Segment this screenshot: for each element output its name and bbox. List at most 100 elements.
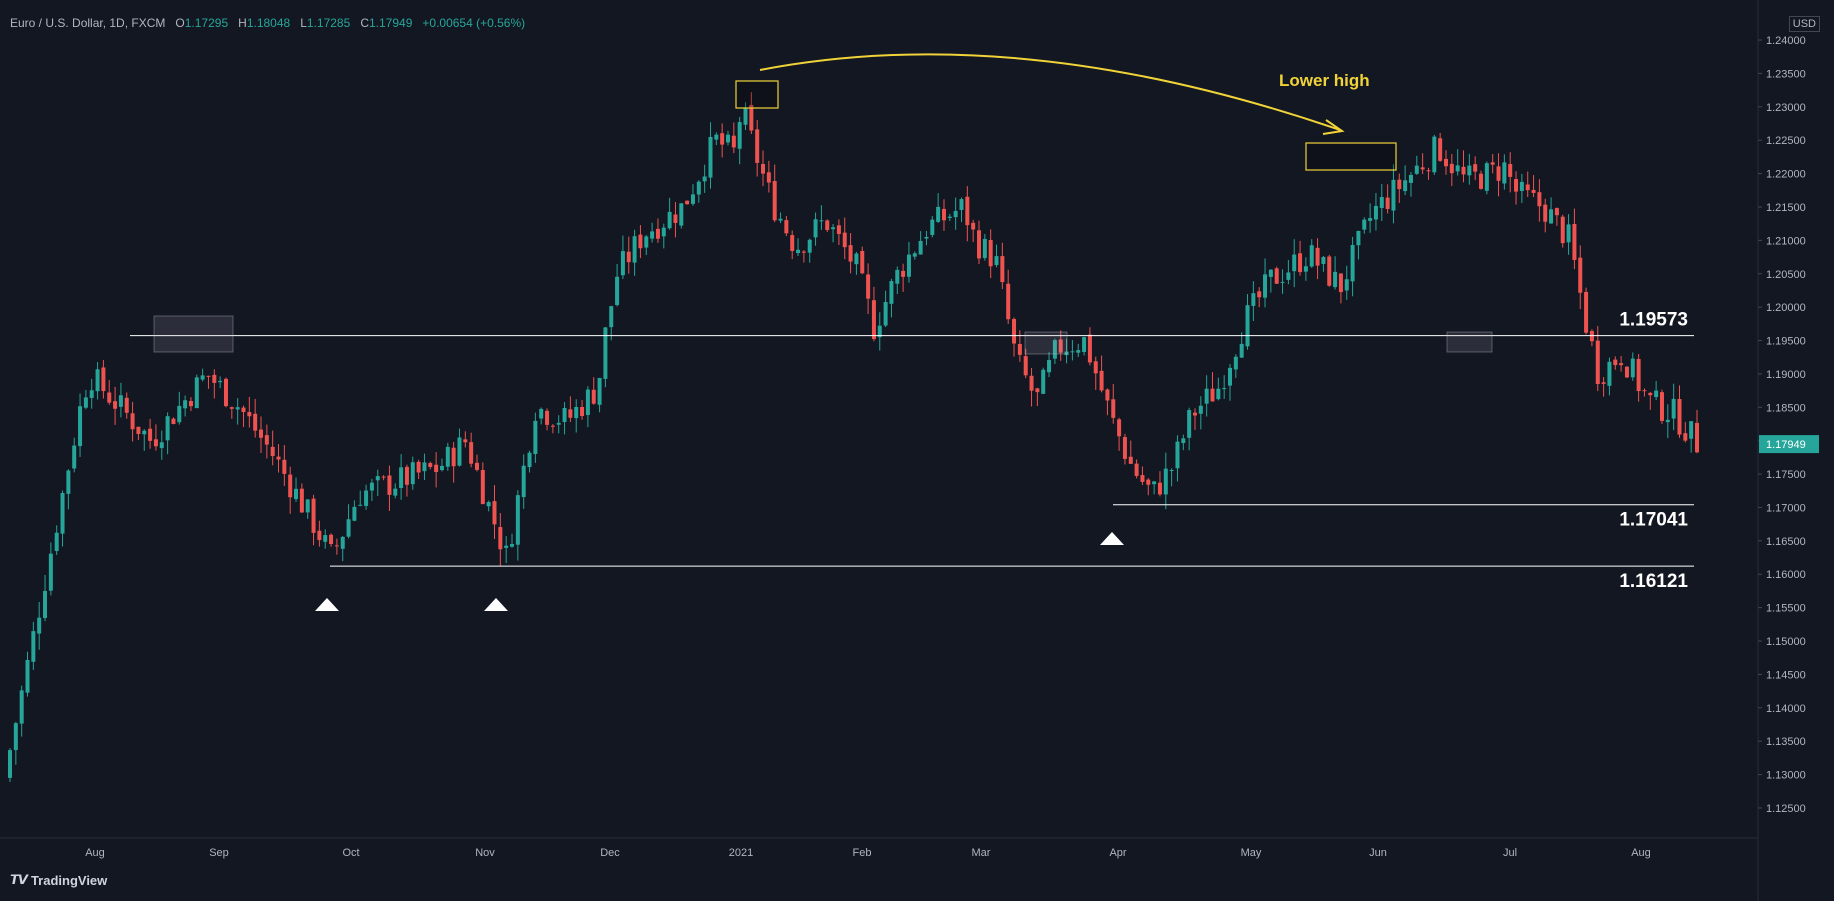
candle-body xyxy=(1058,339,1063,353)
candle-body xyxy=(439,465,444,471)
candle-body xyxy=(1683,433,1688,441)
candle-body xyxy=(399,467,404,489)
candles xyxy=(8,92,1699,782)
zone-box[interactable] xyxy=(153,315,234,353)
candle-body xyxy=(574,406,579,419)
low-label: L xyxy=(300,16,307,30)
low-marker-icon[interactable] xyxy=(315,598,339,611)
candle-body xyxy=(1099,370,1104,391)
candle-body xyxy=(1578,257,1583,293)
annotations: Lower high xyxy=(153,53,1493,611)
candle-body xyxy=(836,225,841,235)
candle-body xyxy=(1595,340,1600,385)
y-tick-label: 1.16000 xyxy=(1766,569,1806,581)
arrow-head-icon xyxy=(1322,119,1345,135)
candle-body xyxy=(1455,165,1460,172)
candle-body xyxy=(1146,479,1151,485)
candle-body xyxy=(101,367,106,392)
candle-body xyxy=(445,446,450,467)
candle-body xyxy=(1239,343,1244,358)
candle-body xyxy=(545,410,550,425)
x-tick-label: Jul xyxy=(1503,847,1517,859)
candle-body xyxy=(1012,319,1017,344)
tradingview-brand[interactable]: 𝙏𝙑 TradingView xyxy=(10,872,107,888)
candle-body xyxy=(901,270,906,277)
candle-body xyxy=(364,490,369,506)
candle-body xyxy=(1356,230,1361,246)
candle-body xyxy=(1017,344,1022,355)
candle-body xyxy=(982,238,987,259)
candle-body xyxy=(796,249,801,254)
candle-body xyxy=(375,476,380,481)
candle-body xyxy=(1473,164,1478,172)
candle-body xyxy=(1023,356,1028,376)
candle-body xyxy=(416,461,421,473)
candle-body xyxy=(346,519,351,537)
candle-body xyxy=(165,416,170,441)
candle-body xyxy=(1263,274,1268,298)
candle-body xyxy=(1467,165,1472,176)
candle-body xyxy=(78,406,83,447)
candle-body xyxy=(1280,281,1285,283)
candle-body xyxy=(539,408,544,419)
high-box[interactable] xyxy=(1305,142,1397,171)
candle-body xyxy=(1140,475,1145,482)
candle-body xyxy=(568,409,573,418)
zone-box[interactable] xyxy=(1024,331,1068,355)
currency-label[interactable]: USD xyxy=(1788,16,1820,32)
candle-body xyxy=(1157,482,1162,495)
x-tick-label: Feb xyxy=(853,847,872,859)
candle-body xyxy=(848,245,853,262)
lower-high-arrow[interactable] xyxy=(759,53,1341,131)
low-marker-icon[interactable] xyxy=(484,598,508,611)
close-value: 1.17949 xyxy=(368,16,413,30)
candle-body xyxy=(895,269,900,284)
candle-body xyxy=(644,236,649,248)
last-price-badge xyxy=(1759,435,1819,454)
candle-body xyxy=(1228,367,1233,386)
candle-body xyxy=(1689,421,1694,439)
x-tick-label: Nov xyxy=(475,847,495,859)
candle-body xyxy=(1554,208,1559,216)
high-box[interactable] xyxy=(735,80,779,109)
candle-body xyxy=(422,462,427,472)
low-marker-icon[interactable] xyxy=(1100,532,1124,545)
candle-body xyxy=(1070,351,1075,353)
candle-body xyxy=(1403,180,1408,192)
low-value: 1.17285 xyxy=(306,16,351,30)
candle-body xyxy=(580,407,585,417)
candle-body xyxy=(1111,399,1116,418)
candle-body xyxy=(1566,224,1571,243)
candle-body xyxy=(679,203,684,226)
candle-body xyxy=(387,475,392,495)
candle-body xyxy=(358,504,363,506)
candle-body xyxy=(469,442,474,464)
candle-body xyxy=(737,122,742,149)
candle-body xyxy=(218,380,223,383)
candle-body xyxy=(1654,390,1659,398)
candle-body xyxy=(323,535,328,542)
candle-body xyxy=(200,375,205,380)
candle-body xyxy=(1531,189,1536,193)
candle-body xyxy=(1122,437,1127,459)
candle-body xyxy=(1479,173,1484,189)
candle-body xyxy=(831,227,836,230)
currency-text: USD xyxy=(1792,18,1816,30)
candle-body xyxy=(743,107,748,125)
candle-body xyxy=(661,227,666,237)
candle-body xyxy=(183,400,188,409)
candle-body xyxy=(1613,359,1618,366)
candle-body xyxy=(188,401,193,407)
candle-body xyxy=(1029,375,1034,391)
x-tick-label: May xyxy=(1241,847,1262,859)
candle-body xyxy=(253,413,258,431)
candle-body xyxy=(329,534,334,545)
candle-body xyxy=(1327,256,1332,286)
candle-body xyxy=(369,482,374,491)
high-value: 1.18048 xyxy=(246,16,291,30)
candle-body xyxy=(615,276,620,306)
zone-box[interactable] xyxy=(1446,331,1493,353)
candle-body xyxy=(1274,268,1279,284)
candle-body xyxy=(1064,351,1069,356)
